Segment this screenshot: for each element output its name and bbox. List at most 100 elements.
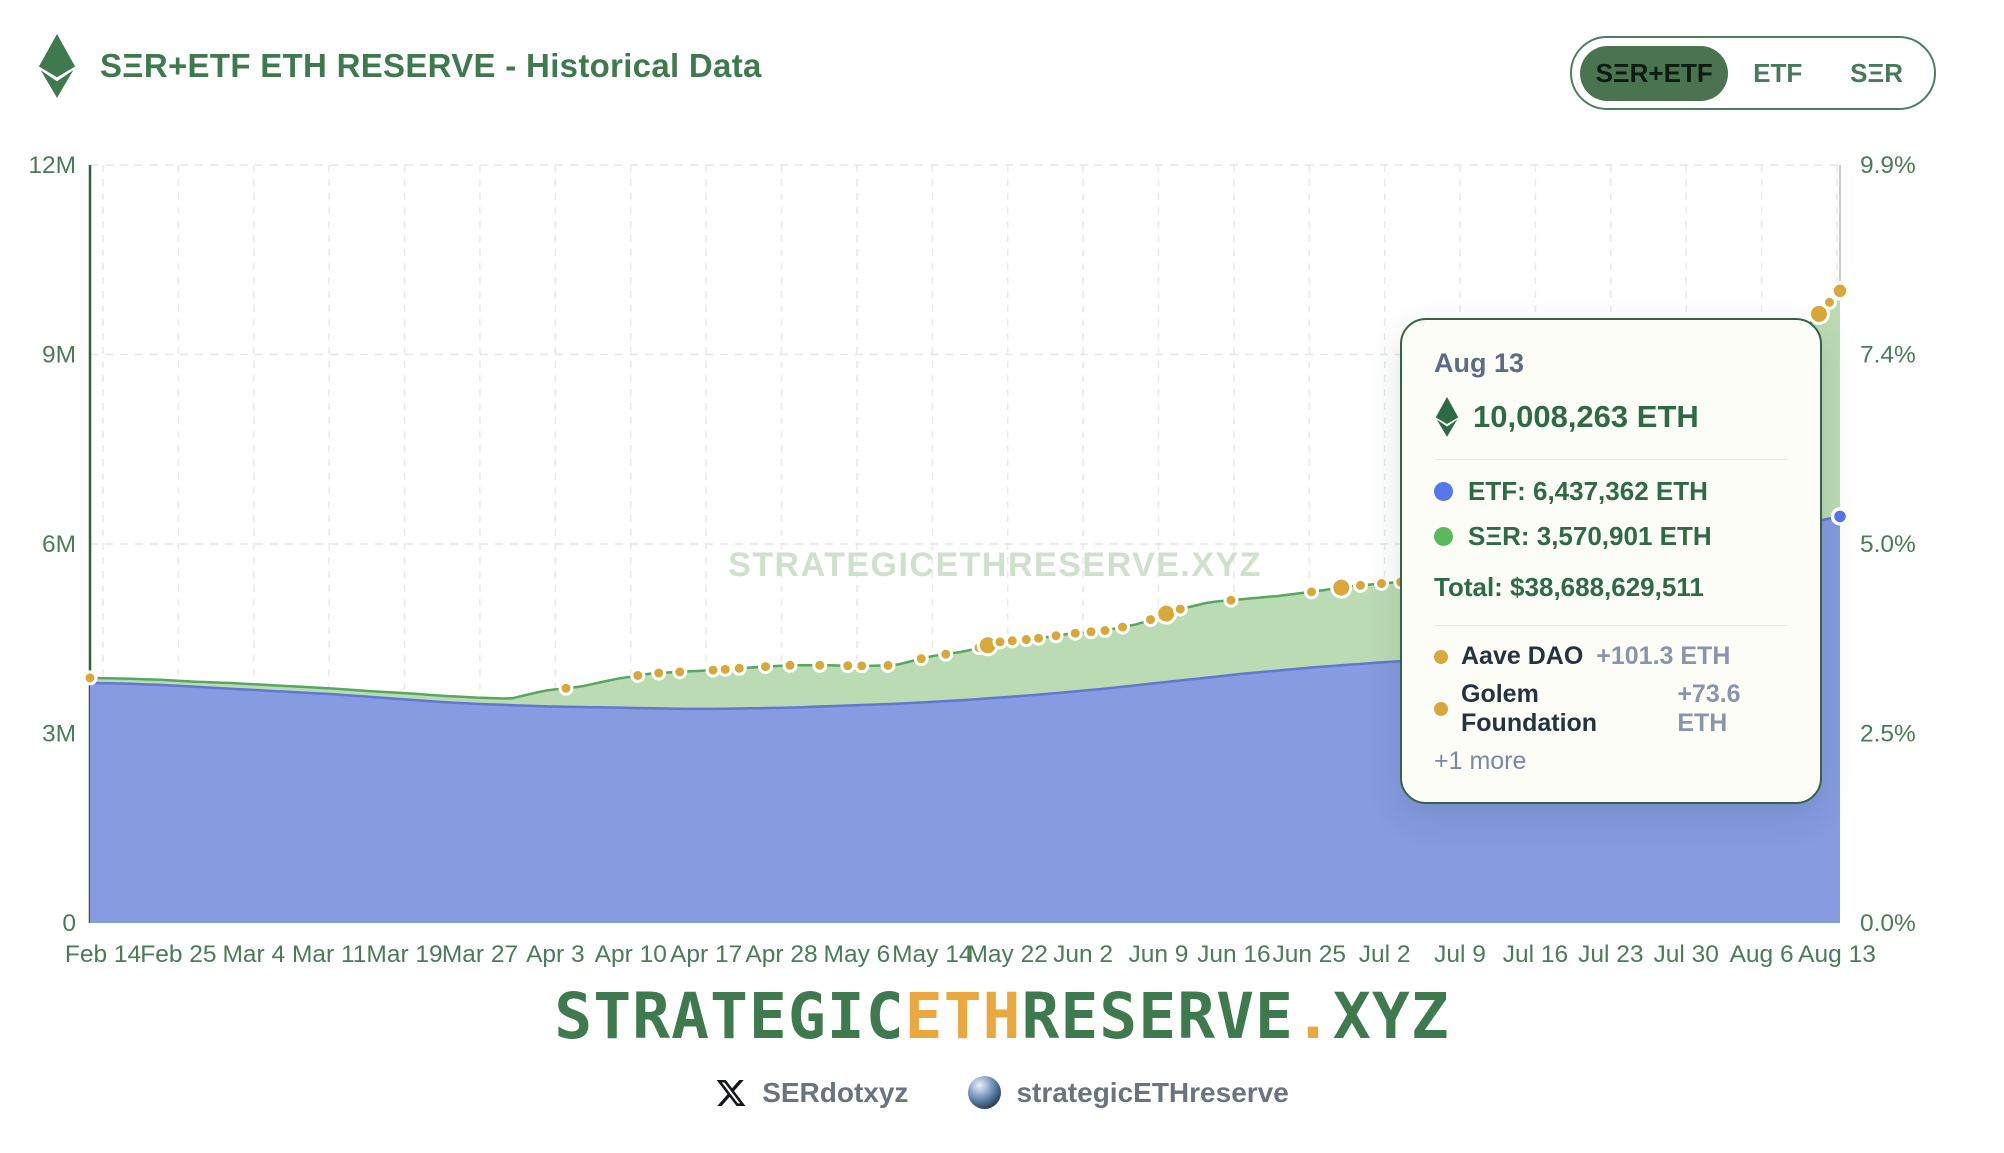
tooltip-protocol-row: Aave DAO +101.3 ETH xyxy=(1434,642,1788,671)
event-dot xyxy=(1067,625,1083,641)
y-axis-label-right: 5.0% xyxy=(1860,531,1916,558)
event-dot xyxy=(1353,577,1368,593)
event-dot xyxy=(705,662,721,678)
x-axis-label: Jul 2 xyxy=(1359,941,1411,968)
event-dot xyxy=(1048,628,1064,644)
x-axis-label: Mar 19 xyxy=(366,941,442,968)
logo-part: XYZ xyxy=(1332,980,1450,1053)
x-axis-label: Mar 4 xyxy=(222,941,285,968)
event-dot xyxy=(731,660,747,676)
tooltip-protocol-row: Golem Foundation +73.6 ETH xyxy=(1434,680,1788,738)
x-axis-label: Jun 9 xyxy=(1129,941,1189,968)
twitter-handle: SERdotxyz xyxy=(762,1076,909,1108)
x-logo-icon xyxy=(715,1077,747,1109)
x-axis-label: Apr 28 xyxy=(745,941,817,968)
eth-logo-icon xyxy=(38,34,76,98)
y-axis-label-left: 9M xyxy=(42,342,76,369)
tooltip-ser-value: SΞR: 3,570,901 ETH xyxy=(1468,521,1712,551)
y-axis-label-left: 0 xyxy=(62,910,76,937)
event-dot xyxy=(651,665,667,681)
x-axis-label: Jul 23 xyxy=(1578,941,1643,968)
etf-legend-dot xyxy=(1434,482,1453,501)
brand: SΞR+ETF ETH RESERVE - Historical Data xyxy=(36,34,762,98)
site-logo: STRATEGICETHRESERVE.XYZ xyxy=(0,980,2004,1053)
tooltip-total-eth-row: 10,008,263 ETH xyxy=(1434,397,1788,437)
y-axis-label-right: 0.0% xyxy=(1860,910,1916,937)
event-dot xyxy=(1172,601,1188,617)
event-dot xyxy=(558,680,574,696)
event-dot xyxy=(1304,584,1319,600)
protocol-dot xyxy=(1434,702,1448,716)
event-dot xyxy=(880,657,896,673)
event-dot xyxy=(630,667,646,683)
x-axis-label: May 14 xyxy=(892,941,972,968)
y-axis-label-right: 2.5% xyxy=(1860,721,1916,748)
total-end-marker xyxy=(1830,281,1850,301)
toggle-option-ser[interactable]: SΞR xyxy=(1827,46,1926,101)
x-axis-label: Jun 25 xyxy=(1272,941,1346,968)
header: SΞR+ETF ETH RESERVE - Historical Data SΞ… xyxy=(0,0,2004,132)
event-dot xyxy=(1822,294,1837,310)
x-axis-label: Jul 16 xyxy=(1503,941,1568,968)
eth-icon xyxy=(1435,397,1459,437)
protocol-name: Aave DAO xyxy=(1461,642,1584,670)
y-axis-label-left: 6M xyxy=(42,531,76,558)
x-axis-label: Apr 17 xyxy=(670,941,742,968)
event-dot xyxy=(1330,576,1353,599)
x-axis-label: Mar 11 xyxy=(292,941,366,968)
event-dot xyxy=(938,646,954,662)
web-handle: strategicETHreserve xyxy=(1016,1076,1289,1108)
event-dot xyxy=(1031,630,1046,646)
event-dot xyxy=(1223,592,1239,608)
event-dot xyxy=(913,651,929,667)
tooltip-total-usd: Total: $38,688,629,511 xyxy=(1434,572,1704,602)
logo-part: STRATEGIC xyxy=(554,980,905,1053)
etf-end-marker xyxy=(1830,507,1850,526)
page-title: SΞR+ETF ETH RESERVE - Historical Data xyxy=(100,47,762,84)
event-dot xyxy=(854,658,870,674)
x-axis-label: Jul 30 xyxy=(1654,941,1719,968)
protocol-delta: +101.3 ETH xyxy=(1596,642,1731,670)
event-dot xyxy=(812,657,828,673)
event-dot xyxy=(1808,302,1830,325)
x-axis-label: Jun 16 xyxy=(1197,941,1271,968)
tooltip-divider xyxy=(1434,459,1788,460)
tooltip-etf-value: ETF: 6,437,362 ETH xyxy=(1468,476,1708,506)
x-axis-label: Jun 2 xyxy=(1053,941,1113,968)
logo-part: RESERVE xyxy=(1021,980,1294,1053)
logo-part: ETH xyxy=(904,980,1022,1053)
globe-orb-icon xyxy=(968,1076,1002,1109)
twitter-link[interactable]: SERdotxyz xyxy=(715,1077,908,1109)
tooltip-total-eth: 10,008,263 ETH xyxy=(1473,399,1699,434)
event-dot xyxy=(758,659,773,675)
x-axis-label: May 6 xyxy=(824,941,891,968)
tooltip-ser-row: SΞR: 3,570,901 ETH xyxy=(1434,521,1788,552)
logo-part: . xyxy=(1293,980,1333,1053)
event-dot xyxy=(1115,619,1130,635)
y-axis-label-left: 12M xyxy=(28,152,76,179)
x-axis-label: Apr 3 xyxy=(526,941,585,968)
x-axis-label: Feb 25 xyxy=(140,941,216,968)
toggle-option-ser-etf[interactable]: SΞR+ETF xyxy=(1580,45,1729,101)
web-link[interactable]: strategicETHreserve xyxy=(968,1076,1289,1109)
event-dot xyxy=(840,658,856,674)
y-axis-label-right: 9.9% xyxy=(1860,152,1916,179)
x-axis-label: Mar 27 xyxy=(442,941,518,968)
toggle-option-etf[interactable]: ETF xyxy=(1728,46,1827,101)
social-links: SERdotxyz strategicETHreserve xyxy=(0,1076,2004,1109)
view-toggle: SΞR+ETF ETF SΞR xyxy=(1570,36,1936,110)
event-dot xyxy=(1097,623,1113,639)
event-dot xyxy=(782,657,798,673)
event-dot xyxy=(1143,612,1158,628)
event-dot xyxy=(992,634,1008,650)
event-dot xyxy=(1004,633,1020,649)
etf-area xyxy=(90,516,1840,923)
x-axis-label: Aug 13 xyxy=(1798,941,1876,968)
event-dot xyxy=(1155,602,1178,625)
protocol-delta: +73.6 ETH xyxy=(1677,680,1741,737)
y-axis-label-left: 3M xyxy=(42,721,76,748)
event-dot xyxy=(672,664,688,680)
event-dot xyxy=(1083,624,1099,640)
x-axis-label: Aug 6 xyxy=(1730,941,1794,968)
chart-watermark: STRATEGICETHRESERVE.XYZ xyxy=(728,546,1262,584)
